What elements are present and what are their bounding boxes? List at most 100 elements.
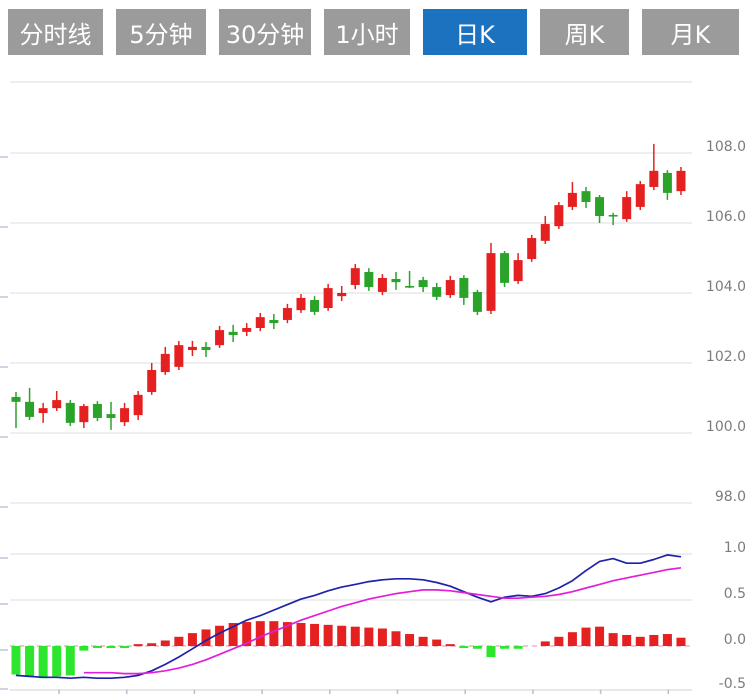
candle <box>459 277 469 298</box>
macd-hist-bar <box>201 629 211 646</box>
candle <box>52 400 62 409</box>
candle <box>472 291 482 312</box>
candle <box>337 293 347 297</box>
macd-hist-bar <box>160 640 170 646</box>
macd-hist-bar <box>608 633 618 646</box>
macd-hist-bar <box>405 634 415 646</box>
period-tab-1[interactable]: 5分钟 <box>116 9 206 55</box>
candle <box>676 170 686 192</box>
macd-hist-bar <box>38 646 48 679</box>
price-axis-label: 100.0 <box>706 419 746 435</box>
candle <box>282 308 292 320</box>
candle <box>445 280 455 296</box>
price-axis-label: 104.0 <box>706 279 746 295</box>
macd-hist-bar <box>120 646 130 648</box>
macd-hist-bar <box>133 644 143 647</box>
candle <box>228 331 238 335</box>
macd-hist-bar <box>228 623 238 646</box>
candle <box>201 346 211 351</box>
macd-hist-bar <box>554 636 564 646</box>
macd-hist-bar <box>595 626 605 646</box>
candle <box>11 396 21 402</box>
macd-hist-bar <box>581 627 591 646</box>
macd-hist-bar <box>377 628 387 646</box>
candle <box>567 192 577 207</box>
macd-hist-bar <box>622 634 632 646</box>
candle <box>133 394 143 416</box>
candle <box>635 184 645 207</box>
candle <box>405 286 415 288</box>
candle <box>242 328 252 332</box>
candle <box>662 172 672 193</box>
candle <box>391 279 401 283</box>
candle <box>323 288 333 309</box>
macd-hist-bar <box>174 636 184 646</box>
candle <box>147 370 157 393</box>
macd-hist-bar <box>65 646 75 676</box>
candle <box>432 287 442 297</box>
macd-hist-bar <box>432 639 442 646</box>
candle <box>120 408 130 423</box>
macd-hist-bar <box>567 632 577 646</box>
macd-hist-bar <box>255 621 265 646</box>
macd-hist-bar <box>472 646 482 649</box>
macd-hist-bar <box>662 634 672 646</box>
candle <box>486 253 496 311</box>
candle <box>500 253 510 283</box>
macd-hist-bar <box>310 623 320 646</box>
candle <box>38 408 48 414</box>
period-tab-2[interactable]: 30分钟 <box>219 9 311 55</box>
macd-hist-bar <box>337 625 347 646</box>
candle <box>527 238 537 260</box>
dif-line <box>15 554 682 680</box>
macd-hist-bar <box>25 646 35 677</box>
macd-hist-bar <box>282 622 292 646</box>
price-axis-label: 102.0 <box>706 349 746 365</box>
macd-hist-bar <box>11 646 21 675</box>
price-axis-label: 98.0 <box>715 489 746 505</box>
price-axis-label: 108.0 <box>706 139 746 155</box>
candle <box>92 403 102 418</box>
candle <box>296 297 306 311</box>
candle <box>581 191 591 202</box>
macd-hist-bar <box>513 646 523 649</box>
price-axis-label: 106.0 <box>706 209 746 225</box>
period-tab-3[interactable]: 1小时 <box>324 9 410 55</box>
macd-hist-bar <box>79 646 89 651</box>
period-tab-4[interactable]: 日K <box>423 9 527 55</box>
macd-hist-bar <box>364 627 374 646</box>
candle <box>25 401 35 417</box>
period-tab-0[interactable]: 分时线 <box>8 9 103 55</box>
candle <box>622 197 632 220</box>
macd-hist-bar <box>635 636 645 646</box>
candle <box>418 280 428 288</box>
macd-hist-bar <box>269 621 279 646</box>
macd-hist-bar <box>215 625 225 646</box>
candle <box>79 406 89 423</box>
macd-hist-bar <box>391 631 401 646</box>
candle <box>350 268 360 285</box>
candle <box>65 402 75 423</box>
candle <box>595 197 605 216</box>
candle <box>608 214 618 217</box>
candle <box>174 345 184 367</box>
macd-hist-bar <box>676 637 686 646</box>
macd-hist-bar <box>187 633 197 646</box>
macd-hist-bar <box>296 623 306 646</box>
macd-hist-bar <box>350 626 360 646</box>
candle <box>540 224 550 241</box>
dea-line <box>83 566 682 675</box>
candle <box>269 319 279 324</box>
candle <box>255 317 265 328</box>
macd-hist-bar <box>540 641 550 646</box>
candle <box>160 353 170 373</box>
macd-hist-bar <box>418 636 428 646</box>
period-tab-6[interactable]: 月K <box>642 9 739 55</box>
macd-hist-bar <box>459 646 469 648</box>
macd-hist-bar <box>445 644 455 647</box>
period-tabs: 分时线 5分钟 30分钟 1小时 日K 周K 月K <box>8 9 739 55</box>
period-tab-5[interactable]: 周K <box>540 9 629 55</box>
candle <box>364 272 374 288</box>
